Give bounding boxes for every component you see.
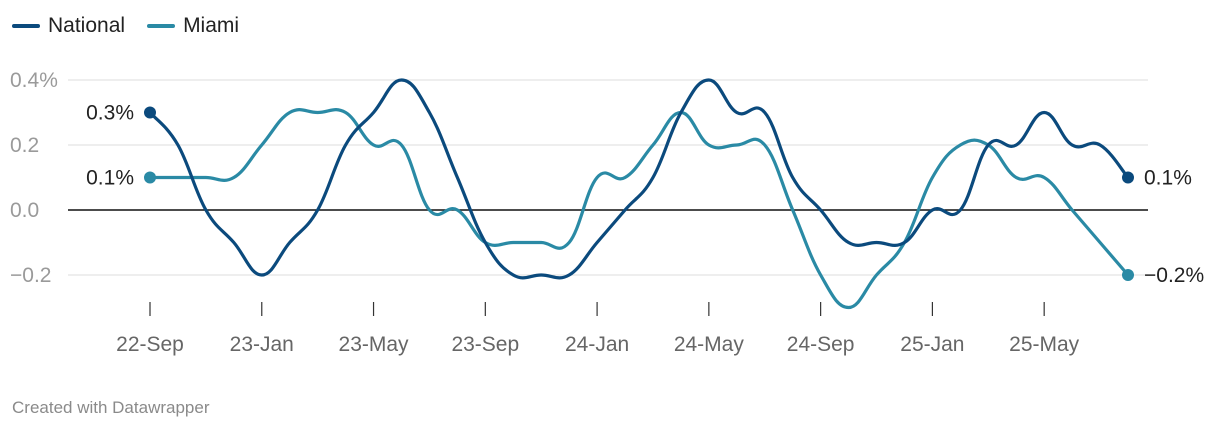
legend-label-miami: Miami <box>183 14 240 37</box>
start-point-miami <box>144 171 156 184</box>
x-axis: 22-Sep 23-Jan 23-May 23-Sep 24-Jan 24-May 24-S… <box>116 302 1080 356</box>
x-tick-label: 23-Jan <box>230 333 294 356</box>
y-tick-label: −0.2 <box>10 264 51 287</box>
series-line-national <box>148 78 1130 280</box>
x-tick-label: 22-Sep <box>116 333 184 356</box>
end-labels: 0.1% −0.2% 0.3% 0.1% <box>86 102 1204 288</box>
chart-legend: National Miami <box>12 14 239 38</box>
y-tick-label: 0.0 <box>10 199 39 222</box>
end-point-miami <box>1122 269 1134 281</box>
x-tick-label: 25-Jan <box>900 333 964 356</box>
x-tick-label: 24-Jan <box>565 333 629 356</box>
legend-label-national: National <box>48 14 126 37</box>
start-point-national <box>144 106 156 119</box>
legend-swatch-miami <box>147 24 176 28</box>
x-tick-label: 25-May <box>1009 333 1080 356</box>
x-tick-label: 24-Sep <box>787 333 855 356</box>
legend-item-miami: Miami <box>147 14 239 38</box>
y-tick-label: 0.2 <box>10 134 39 157</box>
start-label-national: 0.3% <box>86 102 134 125</box>
x-tick-label: 24-May <box>674 333 745 356</box>
end-point-national <box>1122 171 1134 184</box>
y-tick-label: 0.4% <box>10 69 58 92</box>
legend-item-national: National <box>12 14 125 38</box>
end-label-miami: −0.2% <box>1144 264 1204 287</box>
start-label-miami: 0.1% <box>86 167 134 190</box>
x-tick-label: 23-May <box>339 333 410 356</box>
end-label-national: 0.1% <box>1144 167 1192 190</box>
x-tick-label: 23-Sep <box>451 333 519 356</box>
series-layer <box>144 78 1134 310</box>
series-line-miami <box>148 108 1130 310</box>
credit-footer: Created with Datawrapper <box>12 398 210 417</box>
grid-layer: 0.4% 0.2 0.0 −0.2 <box>10 69 1148 287</box>
legend-swatch-national <box>12 24 40 28</box>
